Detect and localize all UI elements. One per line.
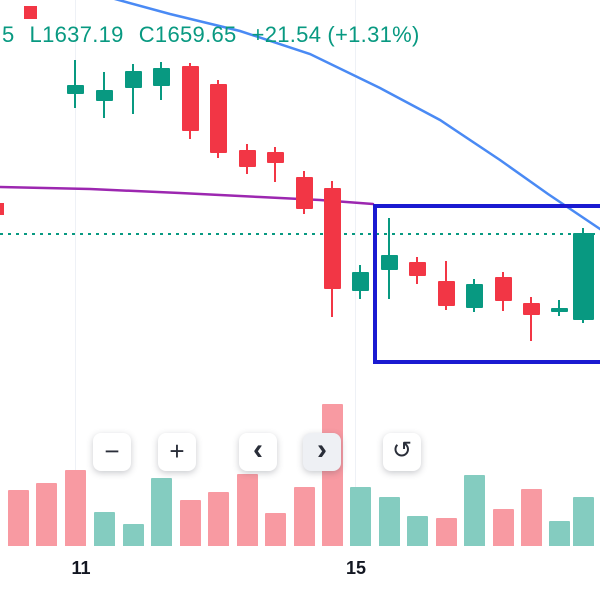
- volume-bar: [179, 500, 201, 546]
- red-marker-icon[interactable]: [24, 6, 37, 19]
- candle-body: [465, 284, 483, 308]
- volume-bar: [463, 475, 485, 546]
- candle-body: [550, 308, 568, 312]
- minus-icon: −: [104, 436, 120, 466]
- volume-bar: [492, 509, 514, 546]
- price-line: [0, 233, 600, 235]
- volume-bar: [349, 487, 371, 546]
- volume-bar: [35, 483, 57, 546]
- candle-body: [494, 277, 512, 301]
- zoom-out-button[interactable]: −: [93, 433, 131, 471]
- x-axis-label-15: 15: [345, 558, 367, 578]
- volume-bar: [321, 404, 343, 546]
- volume-bar: [572, 497, 594, 546]
- volume-bar: [378, 497, 400, 546]
- candle-body: [95, 90, 113, 101]
- candle-body: [152, 68, 170, 86]
- candle-body: [380, 255, 398, 270]
- low-readout: L1637.19: [29, 22, 124, 47]
- close-readout: C1659.65: [138, 22, 237, 47]
- scroll-left-button[interactable]: ‹: [239, 433, 277, 471]
- left-edge-marker: [0, 203, 4, 215]
- volume-bar: [93, 512, 115, 546]
- chevron-left-icon: ‹: [253, 433, 263, 466]
- candle-body: [437, 281, 455, 306]
- refresh-icon: ↺: [391, 437, 413, 464]
- chevron-right-icon: ›: [317, 433, 327, 466]
- scroll-right-button[interactable]: ›: [303, 433, 341, 471]
- volume-bar: [520, 489, 542, 546]
- volume-bar: [548, 521, 570, 546]
- candle-body: [238, 150, 256, 167]
- volume-bar: [435, 518, 457, 546]
- reset-view-button[interactable]: ↺: [383, 433, 421, 471]
- candle-body: [572, 233, 594, 320]
- change-readout: +21.54 (+1.31%): [251, 22, 420, 47]
- x-axis-label-11: 11: [71, 558, 91, 578]
- candle-body: [124, 71, 142, 88]
- candle-body: [522, 303, 540, 315]
- candle-body: [209, 84, 227, 153]
- volume-bar: [64, 470, 86, 546]
- volume-bar: [236, 474, 258, 546]
- grid-vertical-line: [75, 0, 76, 546]
- candle-body: [351, 272, 369, 291]
- annotation-box[interactable]: [373, 204, 600, 364]
- candle-wick: [530, 297, 532, 341]
- volume-bar: [207, 492, 229, 546]
- volume-bar: [7, 490, 29, 546]
- ohlc-prefix: 5: [2, 22, 15, 47]
- plus-icon: +: [169, 436, 185, 466]
- volume-bar: [122, 524, 144, 546]
- candle-body: [408, 262, 426, 276]
- candle-body: [181, 66, 199, 131]
- ohlc-readout: 5 L1637.19 C1659.65 +21.54 (+1.31%): [2, 22, 420, 48]
- volume-bar: [264, 513, 286, 546]
- zoom-in-button[interactable]: +: [158, 433, 196, 471]
- candle-body: [66, 85, 84, 94]
- volume-bar: [293, 487, 315, 546]
- volume-bar: [150, 478, 172, 546]
- ma-purple-line: [0, 185, 375, 206]
- candle-body: [323, 188, 341, 289]
- volume-bar: [406, 516, 428, 546]
- candle-body: [295, 177, 313, 209]
- candle-wick: [74, 60, 76, 108]
- candle-body: [266, 152, 284, 163]
